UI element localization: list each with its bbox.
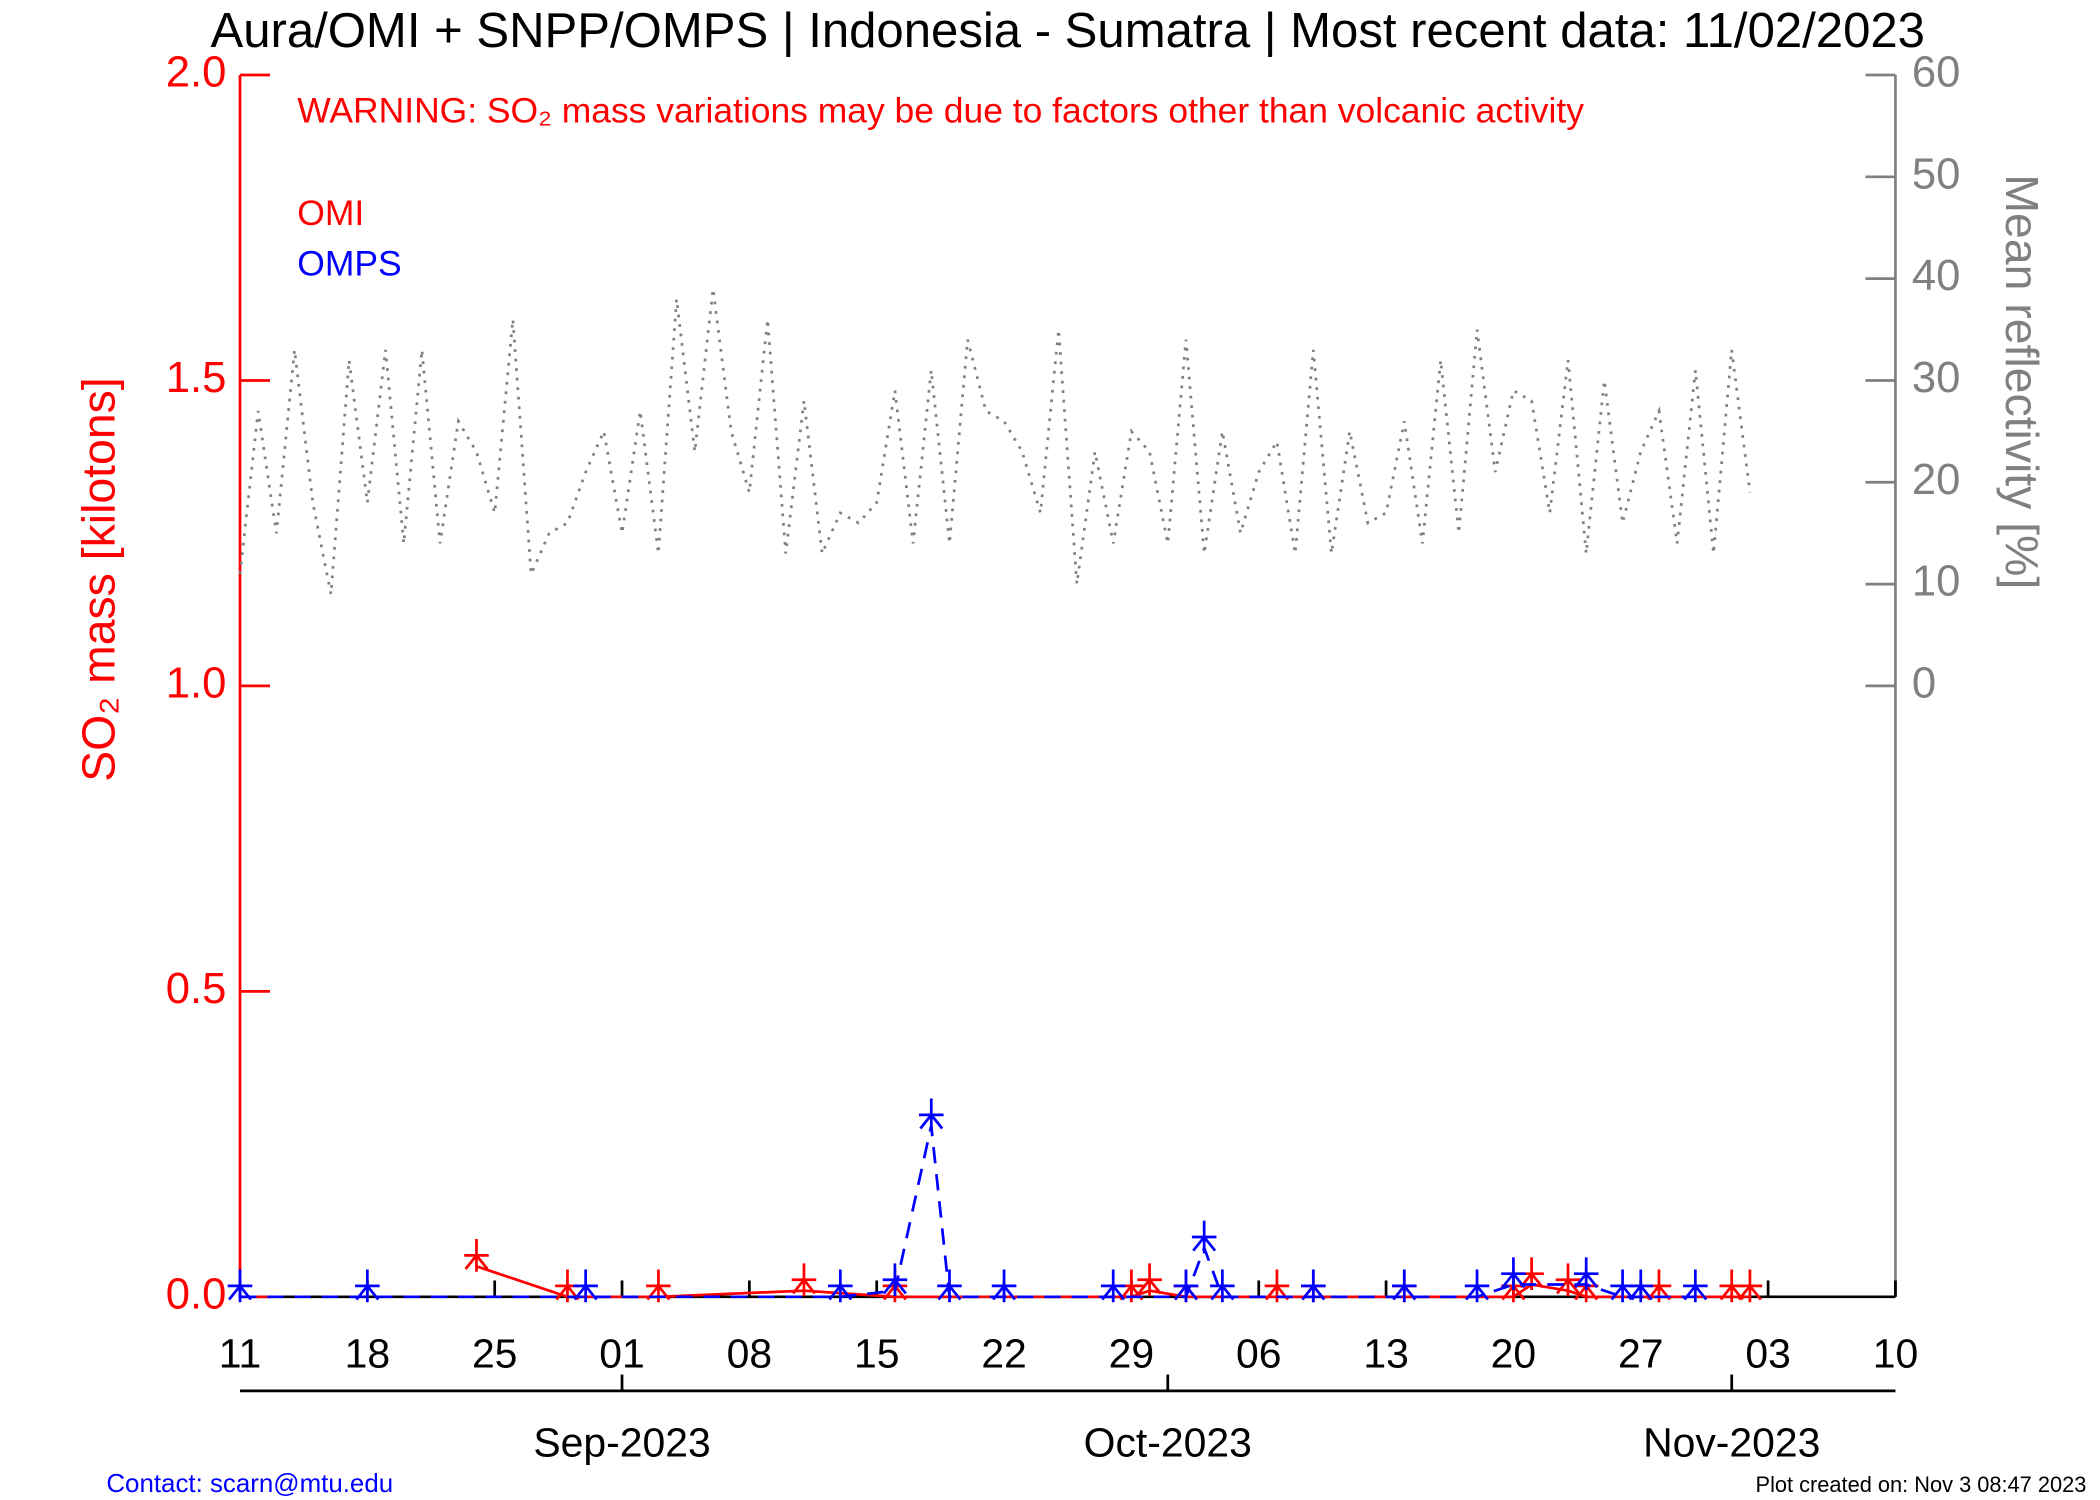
y-tick-label: 2.0 <box>166 49 227 97</box>
series-line <box>476 1264 1750 1299</box>
x-tick-label: 11 <box>219 1331 261 1377</box>
y-tick-label: 1.0 <box>166 659 227 707</box>
x-tick-label: 27 <box>1618 1331 1663 1377</box>
marker <box>882 1263 908 1297</box>
y2-tick-label: 0 <box>1912 659 1936 707</box>
created: Plot created on: Nov 3 08:47 2023 <box>1756 1472 2087 1497</box>
marker <box>464 1239 489 1272</box>
marker <box>791 1263 817 1297</box>
y-tick-label: 1.5 <box>166 354 227 402</box>
marker <box>1683 1269 1708 1303</box>
y2-tick-label: 50 <box>1912 150 1961 198</box>
marker <box>1464 1269 1490 1303</box>
x-tick-label: 20 <box>1491 1331 1536 1377</box>
marker <box>355 1269 380 1303</box>
x-tick-label: 22 <box>981 1331 1026 1377</box>
x-tick-label: 25 <box>472 1331 517 1377</box>
x-tick-label: 06 <box>1236 1331 1281 1377</box>
x-tick-label: 13 <box>1363 1331 1408 1377</box>
series-line <box>238 288 1752 595</box>
y-axis-label: SO₂ mass [kilotons] <box>73 377 125 781</box>
y2-tick-label: 60 <box>1912 49 1961 97</box>
x-tick-label: 03 <box>1745 1331 1790 1377</box>
marker <box>1301 1269 1326 1303</box>
marker <box>1100 1269 1126 1303</box>
y2-tick-label: 30 <box>1912 354 1961 402</box>
y2-tick-label: 40 <box>1912 252 1961 300</box>
month-tick-label: Nov-2023 <box>1643 1419 1820 1465</box>
x-tick-label: 08 <box>727 1331 772 1377</box>
marker <box>919 1098 944 1132</box>
marker <box>1191 1220 1217 1254</box>
month-tick-label: Oct-2023 <box>1084 1419 1252 1465</box>
y-tick-label: 0.5 <box>166 965 227 1013</box>
month-tick-label: Sep-2023 <box>533 1419 710 1465</box>
x-tick-label: 29 <box>1109 1331 1154 1377</box>
marker <box>1737 1269 1763 1303</box>
y2-tick-label: 10 <box>1912 558 1961 606</box>
marker <box>1555 1263 1581 1297</box>
chart-title: Aura/OMI + SNPP/OMPS | Indonesia - Sumat… <box>210 4 1925 58</box>
legend-entry: OMI <box>297 193 364 233</box>
marker <box>1628 1269 1654 1303</box>
y2-tick-label: 20 <box>1912 456 1961 504</box>
warning: WARNING: SO₂ mass variations may be due … <box>297 91 1584 131</box>
y2-axis-label: Mean reflectivity [%] <box>1996 174 2048 589</box>
marker <box>937 1269 962 1303</box>
marker <box>991 1269 1017 1303</box>
marker <box>1391 1269 1417 1303</box>
marker <box>227 1269 253 1303</box>
marker <box>1137 1263 1162 1297</box>
x-tick-label: 10 <box>1873 1331 1918 1377</box>
x-tick-label: 15 <box>854 1331 899 1377</box>
marker <box>573 1269 598 1303</box>
y-tick-label: 0.0 <box>166 1270 227 1318</box>
marker <box>1210 1269 1235 1303</box>
x-tick-label: 18 <box>345 1331 390 1377</box>
marker <box>1173 1269 1199 1303</box>
marker <box>828 1269 853 1303</box>
legend-entry: OMPS <box>297 243 401 283</box>
marker <box>1573 1257 1599 1291</box>
marker <box>1501 1257 1526 1291</box>
contact: Contact: scarn@mtu.edu <box>106 1470 393 1498</box>
x-tick-label: 01 <box>599 1331 644 1377</box>
